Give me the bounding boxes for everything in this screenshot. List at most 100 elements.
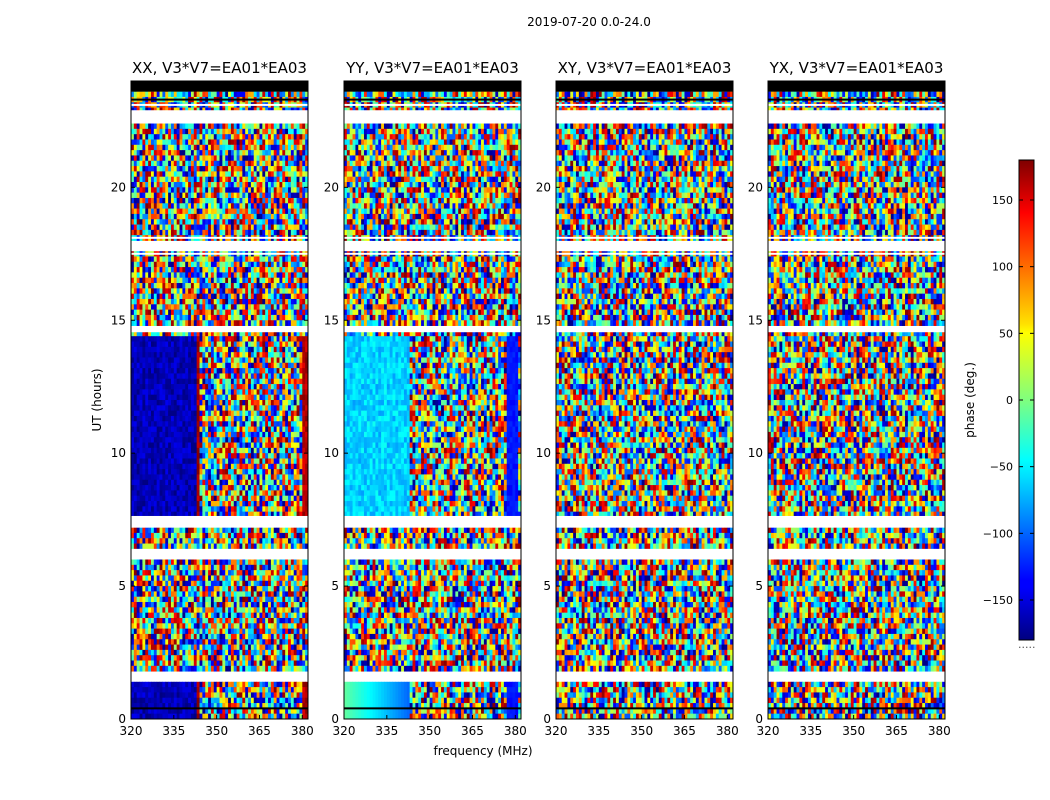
colorbar-tick-label: 50: [999, 327, 1013, 340]
x-tick-label: 365: [248, 724, 271, 738]
flag-line: [344, 515, 521, 518]
flag-line: [131, 236, 308, 239]
phase-image: [556, 81, 733, 719]
y-tick-label: 0: [118, 712, 126, 726]
flag-line: [768, 707, 945, 710]
colorbar-tick-label: 0: [1006, 394, 1013, 407]
y-tick-label: 10: [324, 446, 339, 460]
figure-suptitle: 2019-07-20 0.0-24.0: [527, 15, 651, 29]
masked-band: [768, 548, 945, 557]
y-tick-label: 15: [111, 313, 126, 327]
x-tick-label: 380: [716, 724, 739, 738]
masked-band: [768, 110, 945, 121]
panel-xy: XY, V3*V7=EA01*EA03 320 335 350 365 380 0 5 10 15…: [536, 59, 739, 738]
x-tick-label: 320: [545, 724, 568, 738]
masked-band: [344, 110, 521, 121]
masked-band: [556, 548, 733, 557]
masked-band: [556, 241, 733, 252]
colorbar-ticks: 150 100 50 0 −50 −100 −150: [983, 194, 1034, 607]
masked-band: [768, 672, 945, 681]
masked-band: [344, 518, 521, 528]
x-tick-label: 365: [461, 724, 484, 738]
masked-band: [344, 672, 521, 681]
flag-line: [131, 515, 308, 518]
x-tick-label: 335: [375, 724, 398, 738]
x-tick-label: 365: [885, 724, 908, 738]
masked-band: [768, 326, 945, 333]
flag-line: [344, 103, 521, 106]
panels-group: XX, V3*V7=EA01*EA03 320 335 350 365 380 0 5 10 15…: [111, 59, 951, 738]
colorbar-extra-label: .....: [1018, 638, 1035, 651]
masked-band: [768, 518, 945, 528]
flag-line: [131, 81, 308, 92]
x-tick-label: 350: [842, 724, 865, 738]
flag-line: [768, 252, 945, 255]
masked-band: [344, 241, 521, 252]
flag-line: [556, 236, 733, 239]
flag-line: [768, 81, 945, 92]
y-tick-label: 15: [536, 313, 551, 327]
panel-frame: [555, 80, 734, 720]
masked-band: [556, 110, 733, 121]
masked-band: [344, 326, 521, 333]
y-tick-label: 0: [543, 712, 551, 726]
masked-band: [556, 672, 733, 681]
y-tick-label: 15: [748, 313, 763, 327]
flag-line: [556, 515, 733, 518]
y-tick-label: 20: [324, 180, 339, 194]
flag-line: [344, 98, 521, 101]
colorbar-tick-label: −150: [983, 594, 1013, 607]
colorbar-label: phase (deg.): [963, 362, 977, 438]
flag-line: [131, 252, 308, 255]
masked-band: [131, 672, 308, 681]
y-tick-label: 20: [111, 180, 126, 194]
panel-title: XY, V3*V7=EA01*EA03: [558, 59, 732, 77]
panel-frame: [343, 80, 522, 720]
flag-line: [131, 98, 308, 101]
colorbar-tick-label: −100: [983, 527, 1013, 540]
flag-line: [556, 98, 733, 101]
x-tick-label: 335: [587, 724, 610, 738]
masked-band: [131, 326, 308, 333]
y-tick-label: 5: [543, 579, 551, 593]
phase-image: [344, 81, 521, 719]
flag-line: [131, 103, 308, 106]
x-tick-label: 320: [333, 724, 356, 738]
y-axis-label: UT (hours): [90, 368, 104, 431]
x-tick-label: 320: [757, 724, 780, 738]
x-tick-label: 350: [205, 724, 228, 738]
x-tick-label: 365: [673, 724, 696, 738]
panel-title: YX, V3*V7=EA01*EA03: [769, 59, 944, 77]
flag-line: [768, 236, 945, 239]
panel-title: XX, V3*V7=EA01*EA03: [132, 59, 307, 77]
phase-image: [768, 81, 945, 719]
masked-band: [131, 241, 308, 252]
x-tick-label: 350: [630, 724, 653, 738]
panel-yx: YX, V3*V7=EA01*EA03 320 335 350 365 380 0 5 10 15…: [748, 59, 951, 738]
x-tick-label: 380: [291, 724, 314, 738]
x-tick-label: 380: [928, 724, 951, 738]
y-tick-label: 20: [748, 180, 763, 194]
colorbar-tick-label: 150: [992, 194, 1013, 207]
flag-line: [131, 707, 308, 710]
masked-band: [768, 241, 945, 252]
masked-band: [131, 548, 308, 557]
y-tick-label: 5: [755, 579, 763, 593]
flag-line: [556, 707, 733, 710]
panel-yy: YY, V3*V7=EA01*EA03 320 335 350 365 380 0 5 10 15…: [324, 59, 527, 738]
panel-frame: [130, 80, 309, 720]
y-tick-label: 10: [111, 446, 126, 460]
colorbar-tick-label: −50: [990, 461, 1013, 474]
panel-frame: [767, 80, 946, 720]
masked-band: [131, 518, 308, 528]
y-tick-label: 0: [755, 712, 763, 726]
x-tick-label: 335: [162, 724, 185, 738]
x-tick-label: 350: [418, 724, 441, 738]
flag-line: [768, 98, 945, 101]
flag-line: [556, 252, 733, 255]
x-axis-label: frequency (MHz): [433, 744, 532, 758]
y-tick-label: 10: [748, 446, 763, 460]
flag-line: [556, 81, 733, 92]
masked-band: [556, 326, 733, 333]
